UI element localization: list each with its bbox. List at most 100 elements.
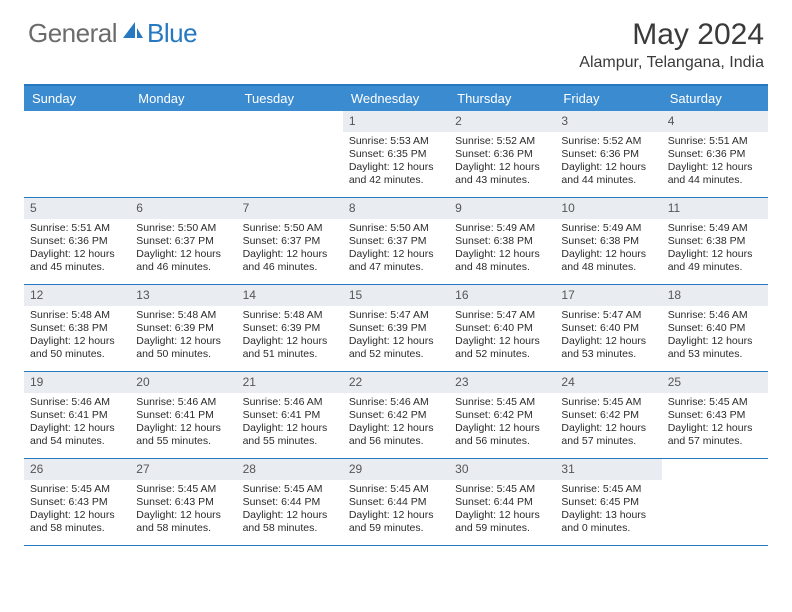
day-cell: 2Sunrise: 5:52 AMSunset: 6:36 PMDaylight… [449,111,555,197]
sunset-text: Sunset: 6:40 PM [561,322,655,335]
daylight-line1: Daylight: 12 hours [561,335,655,348]
sunset-text: Sunset: 6:39 PM [136,322,230,335]
empty-cell [130,111,236,197]
daylight-line1: Daylight: 12 hours [136,509,230,522]
sunrise-text: Sunrise: 5:45 AM [136,483,230,496]
sunset-text: Sunset: 6:44 PM [243,496,337,509]
day-cell: 18Sunrise: 5:46 AMSunset: 6:40 PMDayligh… [662,285,768,371]
daylight-line1: Daylight: 12 hours [136,335,230,348]
sunset-text: Sunset: 6:41 PM [30,409,124,422]
daylight-line1: Daylight: 12 hours [349,248,443,261]
sunrise-text: Sunrise: 5:46 AM [668,309,762,322]
sunset-text: Sunset: 6:44 PM [455,496,549,509]
logo-text-general: General [28,18,117,49]
week-row: 5Sunrise: 5:51 AMSunset: 6:36 PMDaylight… [24,198,768,285]
daylight-line2: and 56 minutes. [455,435,549,448]
sunset-text: Sunset: 6:44 PM [349,496,443,509]
day-cell: 9Sunrise: 5:49 AMSunset: 6:38 PMDaylight… [449,198,555,284]
daylight-line2: and 42 minutes. [349,174,443,187]
sunset-text: Sunset: 6:38 PM [30,322,124,335]
day-cell: 1Sunrise: 5:53 AMSunset: 6:35 PMDaylight… [343,111,449,197]
daylight-line1: Daylight: 12 hours [136,422,230,435]
daylight-line2: and 54 minutes. [30,435,124,448]
daylight-line1: Daylight: 12 hours [455,161,549,174]
day-number: 20 [130,372,236,393]
daylight-line2: and 0 minutes. [561,522,655,535]
daylight-line2: and 56 minutes. [349,435,443,448]
day-header-saturday: Saturday [662,86,768,111]
sunrise-text: Sunrise: 5:47 AM [561,309,655,322]
day-number: 18 [662,285,768,306]
day-cell: 3 Sunrise: 5:52 AMSunset: 6:36 PMDaylight… [555,111,661,197]
day-cell: 6Sunrise: 5:50 AMSunset: 6:37 PMDaylight… [130,198,236,284]
sunrise-text: Sunrise: 5:50 AM [349,222,443,235]
sunrise-text: Sunrise: 5:53 AM [349,135,443,148]
day-cell: 15Sunrise: 5:47 AMSunset: 6:39 PMDayligh… [343,285,449,371]
logo: General Blue [28,18,197,49]
sunrise-text: Sunrise: 5:45 AM [561,396,655,409]
day-header-thursday: Thursday [449,86,555,111]
sunrise-text: Sunrise: 5:49 AM [455,222,549,235]
daylight-line2: and 46 minutes. [243,261,337,274]
day-header-sunday: Sunday [24,86,130,111]
day-number: 29 [343,459,449,480]
daylight-line1: Daylight: 12 hours [561,248,655,261]
day-number: 13 [130,285,236,306]
day-header-wednesday: Wednesday [343,86,449,111]
sunrise-text: Sunrise: 5:45 AM [455,396,549,409]
day-number: 21 [237,372,343,393]
week-row: 12Sunrise: 5:48 AMSunset: 6:38 PMDayligh… [24,285,768,372]
sunrise-text: Sunrise: 5:46 AM [243,396,337,409]
daylight-line1: Daylight: 13 hours [561,509,655,522]
daylight-line1: Daylight: 12 hours [455,509,549,522]
daylight-line2: and 47 minutes. [349,261,443,274]
sunrise-text: Sunrise: 5:46 AM [349,396,443,409]
sunset-text: Sunset: 6:36 PM [561,148,655,161]
daylight-line2: and 51 minutes. [243,348,337,361]
day-cell: 10Sunrise: 5:49 AMSunset: 6:38 PMDayligh… [555,198,661,284]
week-row: 26Sunrise: 5:45 AMSunset: 6:43 PMDayligh… [24,459,768,546]
daylight-line1: Daylight: 12 hours [349,422,443,435]
day-cell: 27Sunrise: 5:45 AMSunset: 6:43 PMDayligh… [130,459,236,545]
logo-sail-icon [121,20,145,47]
day-number: 6 [130,198,236,219]
day-cell: 23Sunrise: 5:45 AMSunset: 6:42 PMDayligh… [449,372,555,458]
day-number: 22 [343,372,449,393]
sunset-text: Sunset: 6:39 PM [349,322,443,335]
day-cell: 21 Sunrise: 5:46 AMSunset: 6:41 PMDayligh… [237,372,343,458]
day-number: 27 [130,459,236,480]
sunrise-text: Sunrise: 5:49 AM [668,222,762,235]
day-number: 3 [555,111,661,132]
sunset-text: Sunset: 6:39 PM [243,322,337,335]
daylight-line2: and 48 minutes. [455,261,549,274]
daylight-line1: Daylight: 12 hours [243,422,337,435]
day-cell: 17Sunrise: 5:47 AMSunset: 6:40 PMDayligh… [555,285,661,371]
day-number: 23 [449,372,555,393]
day-number: 24 [555,372,661,393]
sunset-text: Sunset: 6:36 PM [455,148,549,161]
sunrise-text: Sunrise: 5:46 AM [30,396,124,409]
daylight-line1: Daylight: 12 hours [349,509,443,522]
day-headers-row: SundayMondayTuesdayWednesdayThursdayFrid… [24,86,768,111]
calendar-weeks: 1Sunrise: 5:53 AMSunset: 6:35 PMDaylight… [24,111,768,546]
sunset-text: Sunset: 6:43 PM [668,409,762,422]
empty-cell [237,111,343,197]
day-cell: 20Sunrise: 5:46 AMSunset: 6:41 PMDayligh… [130,372,236,458]
sunset-text: Sunset: 6:37 PM [243,235,337,248]
daylight-line1: Daylight: 12 hours [561,161,655,174]
daylight-line1: Daylight: 12 hours [668,335,762,348]
day-cell: 14Sunrise: 5:48 AMSunset: 6:39 PMDayligh… [237,285,343,371]
daylight-line1: Daylight: 12 hours [668,161,762,174]
daylight-line2: and 52 minutes. [349,348,443,361]
sunset-text: Sunset: 6:40 PM [455,322,549,335]
sunrise-text: Sunrise: 5:48 AM [30,309,124,322]
sunset-text: Sunset: 6:41 PM [243,409,337,422]
day-number: 30 [449,459,555,480]
title-block: May 2024 Alampur, Telangana, India [579,18,764,72]
daylight-line2: and 50 minutes. [136,348,230,361]
day-number: 11 [662,198,768,219]
day-number: 5 [24,198,130,219]
logo-text-blue: Blue [147,18,197,49]
daylight-line2: and 57 minutes. [668,435,762,448]
sunrise-text: Sunrise: 5:52 AM [561,135,655,148]
